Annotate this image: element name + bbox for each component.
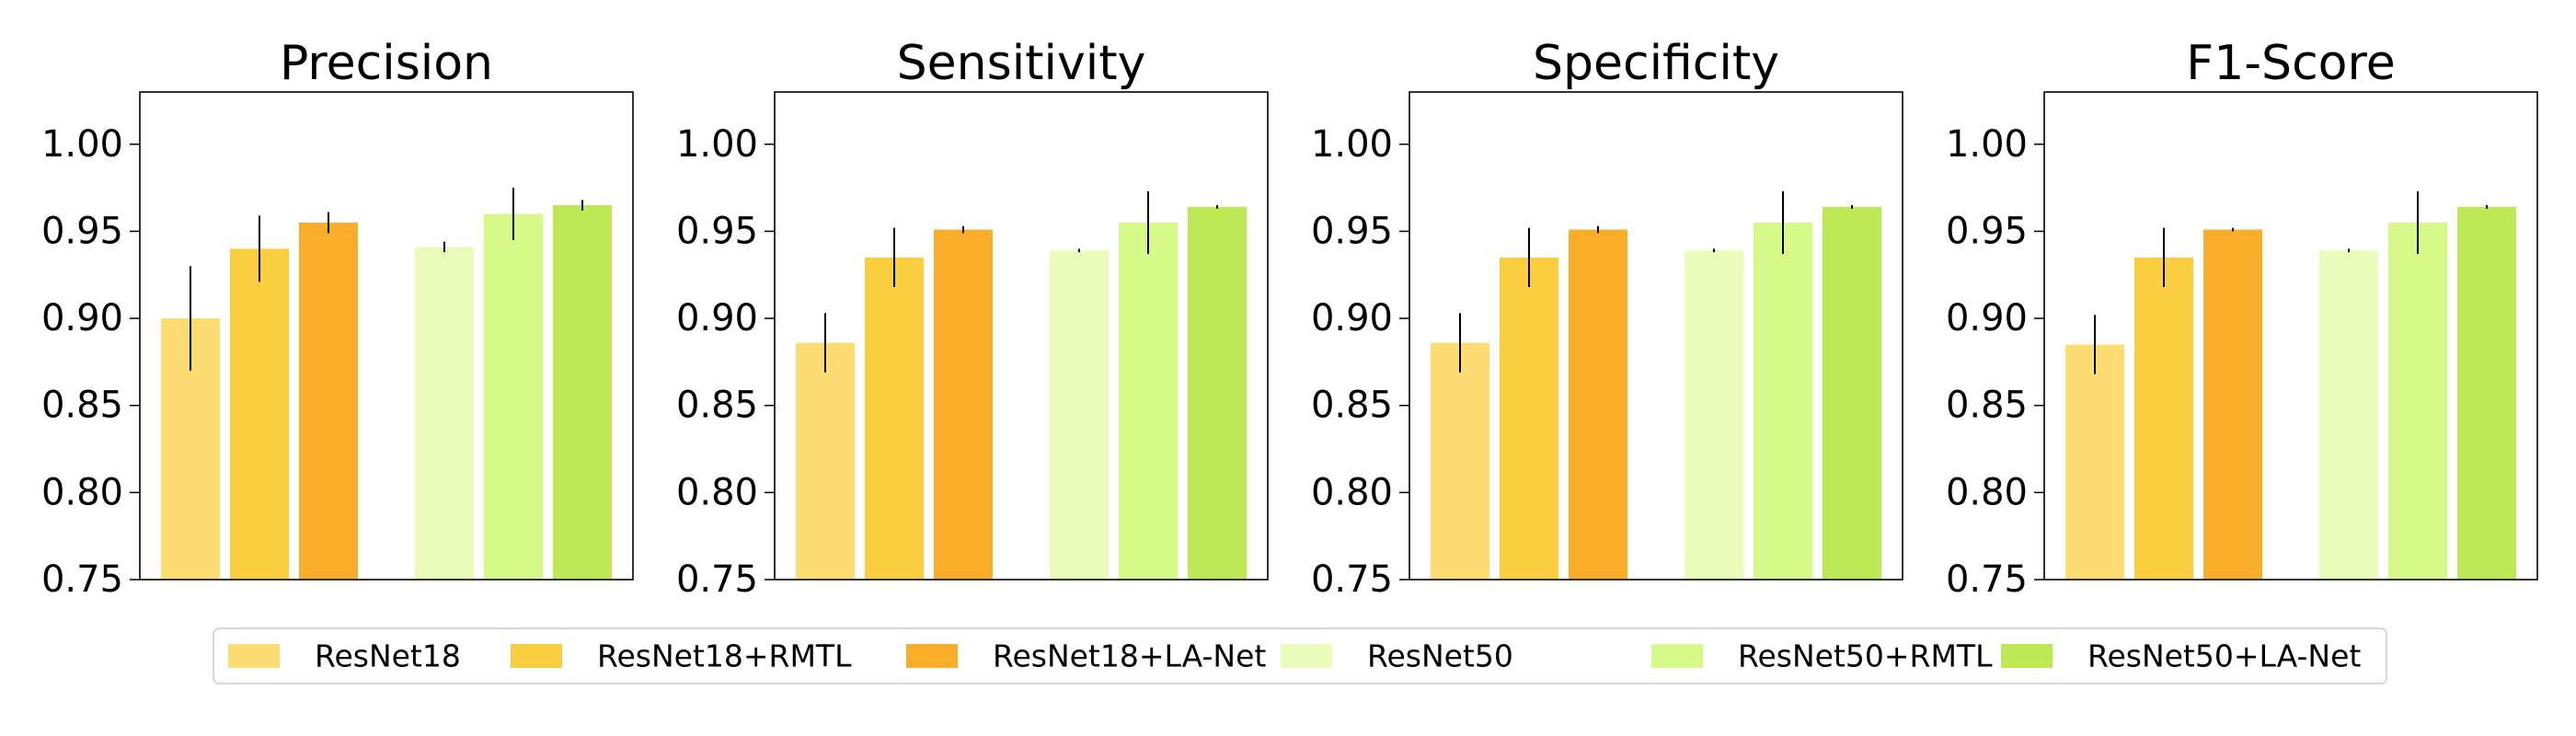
y-tick-label: 1.00 <box>1311 123 1393 166</box>
y-tick-label: 0.75 <box>676 558 758 601</box>
legend-label: ResNet50+RMTL <box>1738 638 1993 674</box>
legend-swatch <box>1281 644 1332 668</box>
bar: ResNet18+RMTL: 0.935 <box>1500 257 1558 580</box>
bar: ResNet18: 0.886 <box>1431 342 1489 580</box>
y-tick-label: 0.90 <box>1311 297 1393 339</box>
legend-swatch <box>1651 644 1703 668</box>
bar: ResNet50+LA-Net: 0.965 <box>553 205 612 581</box>
bar: ResNet18+LA-Net: 0.951 <box>1569 229 1627 581</box>
panel-f1-score: 0.750.800.850.900.951.00ResNet18: 0.885R… <box>1946 36 2538 601</box>
y-tick-label: 0.90 <box>41 297 123 339</box>
bar: ResNet50+LA-Net: 0.964 <box>2457 206 2516 580</box>
bar: ResNet50+LA-Net: 0.964 <box>1823 206 1881 580</box>
legend-swatch <box>228 644 280 668</box>
bar: ResNet18+LA-Net: 0.951 <box>2203 229 2262 581</box>
y-tick-label: 0.95 <box>1311 210 1393 252</box>
legend-label: ResNet18 <box>315 638 461 674</box>
bar: ResNet50+RMTL: 0.955 <box>1754 222 1812 580</box>
panel-sensitivity: 0.750.800.850.900.951.00ResNet18: 0.886R… <box>676 36 1269 601</box>
plot-frame <box>139 91 634 581</box>
y-tick-label: 0.85 <box>676 385 758 427</box>
y-tick-label: 0.80 <box>676 471 758 513</box>
bar: ResNet18+RMTL: 0.935 <box>865 257 924 580</box>
panel-specificity: 0.750.800.850.900.951.00ResNet18: 0.886R… <box>1311 36 1903 601</box>
y-tick-label: 0.75 <box>1946 558 2028 601</box>
y-tick-label: 1.00 <box>676 123 758 166</box>
y-tick-label: 0.80 <box>1946 471 2028 513</box>
panel-title: Precision <box>280 36 493 91</box>
y-tick-label: 0.80 <box>1311 471 1393 513</box>
bar: ResNet18+LA-Net: 0.955 <box>299 222 358 580</box>
panel-precision: 0.750.800.850.900.951.00ResNet18: 0.9Res… <box>41 36 634 601</box>
y-tick-label: 0.85 <box>1311 385 1393 427</box>
legend-label: ResNet18+RMTL <box>597 638 852 674</box>
bar: ResNet18: 0.886 <box>796 342 855 580</box>
legend-label: ResNet50+LA-Net <box>2087 638 2361 674</box>
y-tick-label: 1.00 <box>41 123 123 166</box>
legend-label: ResNet50 <box>1367 638 1513 674</box>
legend-swatch <box>906 644 958 668</box>
bar: ResNet50: 0.939 <box>2319 250 2378 580</box>
plot-frame <box>1409 91 1903 581</box>
panel-title: Specificity <box>1533 36 1779 91</box>
panel-title: Sensitivity <box>897 36 1146 91</box>
y-tick-label: 0.90 <box>1946 297 2028 339</box>
bar: ResNet50+RMTL: 0.955 <box>1119 222 1178 580</box>
bar: ResNet18+LA-Net: 0.951 <box>934 229 993 581</box>
y-tick-label: 0.75 <box>1311 558 1393 601</box>
panel-title: F1-Score <box>2186 36 2395 91</box>
bar: ResNet18: 0.885 <box>2065 344 2124 580</box>
bar: ResNet18+RMTL: 0.935 <box>2134 257 2193 580</box>
legend-swatch <box>511 644 562 668</box>
y-tick-label: 0.80 <box>41 471 123 513</box>
y-tick-label: 0.85 <box>41 385 123 427</box>
bar: ResNet50+RMTL: 0.96 <box>484 213 543 580</box>
bar: ResNet50: 0.941 <box>415 247 474 580</box>
y-tick-label: 0.95 <box>41 210 123 252</box>
y-tick-label: 1.00 <box>1946 123 2028 166</box>
plot-frame <box>2043 91 2538 581</box>
legend: ResNet18 ResNet18+RMTL ResNet18+LA-Net ResN… <box>213 627 2387 684</box>
bar: ResNet50: 0.939 <box>1050 250 1109 580</box>
y-tick-label: 0.90 <box>676 297 758 339</box>
legend-label: ResNet18+LA-Net <box>993 638 1266 674</box>
plot-frame <box>774 91 1269 581</box>
y-tick-label: 0.95 <box>1946 210 2028 252</box>
bar: ResNet50+RMTL: 0.955 <box>2388 222 2447 580</box>
bar: ResNet50: 0.939 <box>1685 250 1743 580</box>
y-tick-label: 0.95 <box>676 210 758 252</box>
bar: ResNet50+LA-Net: 0.964 <box>1188 206 1247 580</box>
y-tick-label: 0.75 <box>41 558 123 601</box>
y-tick-label: 0.85 <box>1946 385 2028 427</box>
bar: ResNet18+RMTL: 0.94 <box>230 248 289 580</box>
legend-swatch <box>2001 644 2053 668</box>
